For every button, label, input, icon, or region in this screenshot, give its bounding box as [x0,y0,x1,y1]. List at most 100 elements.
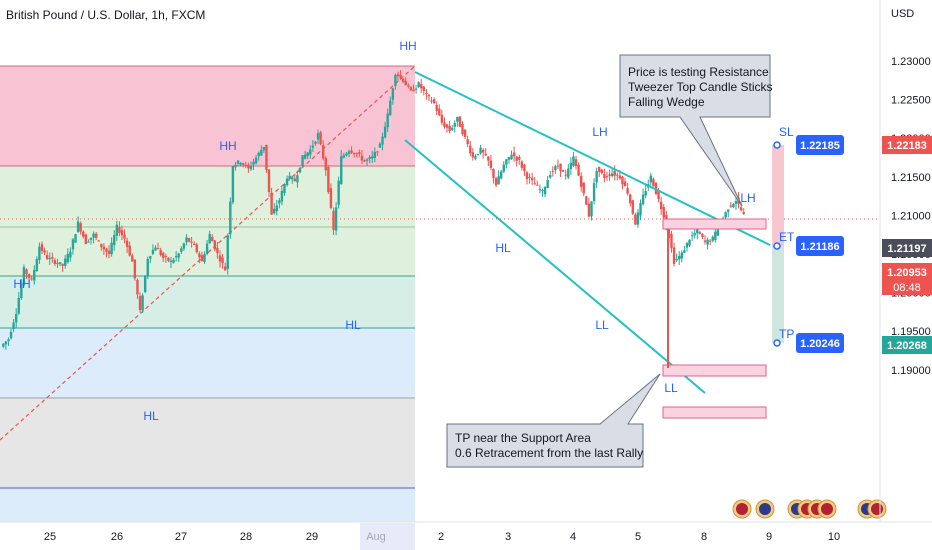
candle-body [293,178,297,182]
swing-label-hh_left: HH [13,277,30,291]
candle-body [639,203,642,216]
candle-body [476,154,480,156]
candle-body [156,248,160,250]
candle-body [56,263,59,265]
candle-body [120,230,124,236]
candle-body [582,182,585,194]
candle-body [53,260,57,264]
candle-body [4,341,8,345]
candle-body [306,152,309,157]
candle-body [92,233,95,238]
swing-label-hl_right: HL [345,318,361,332]
candle-body [136,279,139,295]
candle-body [17,298,20,314]
time-highlight [360,523,415,550]
candle-body [605,176,609,178]
candle-body [162,252,165,258]
candle-body [706,239,709,245]
swing-label-hh_top: HH [399,39,416,53]
candle-body [652,178,655,187]
candle-body [128,245,131,256]
candle-body [727,209,730,212]
candle-body [239,163,242,165]
callout-top-line: Tweezer Top Candle Sticks [628,80,773,94]
candle-body [590,201,593,217]
candle-body [270,192,273,215]
candle-body [275,205,278,212]
candle-body [463,129,467,138]
candle-body [257,152,260,157]
time-tick-label: 8 [701,531,707,543]
price-tag-sl [796,135,844,155]
candle-body [74,234,77,243]
candle-body [12,322,15,330]
candle-body [569,162,573,169]
candle-body [146,259,149,276]
candle-body [267,169,271,193]
candle-body [231,166,235,203]
candle-body [169,260,173,263]
candle-body [559,163,562,172]
candle-body [510,154,513,160]
candle-body [432,99,436,104]
swing-label-hl_left: HL [143,409,159,423]
candle-body [143,275,147,293]
candle-body [696,228,699,234]
candle-body [358,152,361,155]
candle-body [242,163,245,165]
candle-body [334,207,338,231]
candle-body [226,235,229,269]
candle-body [389,100,392,116]
candle-body [311,145,315,148]
candle-body [229,201,232,235]
candle-body [407,85,410,87]
candle-body [481,149,485,153]
candle-body [716,229,720,236]
candle-body [185,237,188,243]
candle-body [332,210,335,230]
candle-body [27,273,31,278]
candle-body [363,159,366,162]
candle-body [461,123,464,134]
candle-body [701,233,704,238]
candle-body [693,233,696,236]
trend-dashed-line [0,65,416,441]
event-flag-inner-icon [736,503,748,515]
candle-body [43,250,46,253]
candle-body [7,339,10,342]
candle-body [254,157,258,164]
candle-body [164,256,168,258]
time-tick-label: 10 [828,531,840,543]
candle-body [378,143,382,148]
candle-body [396,74,400,77]
candle-body [272,208,276,214]
candle-body [345,153,348,156]
candle-body [347,151,351,154]
candle-body [244,164,247,166]
candle-body [685,242,689,248]
candle-body [123,234,126,239]
candle-body [213,240,217,250]
time-tick-label: 3 [505,531,511,543]
candle-body [610,173,614,176]
event-flag-inner-icon [759,503,771,515]
callout-top-line: Price is testing Resistance [628,65,769,79]
axis-tag-right_last [882,239,932,257]
price-tick-label: 1.22500 [891,95,931,107]
swing-label-lh_right: LH [740,191,755,205]
candle-body [30,278,33,280]
candle-body [391,88,395,100]
candle-body [182,243,186,249]
candle-body [564,174,567,176]
candle-body [107,250,111,255]
candle-body [252,161,255,165]
candle-body [538,189,542,191]
candle-body [97,240,100,242]
candle-body [520,161,524,168]
candle-body [438,108,441,116]
candle-body [414,88,418,90]
candle-body [714,231,717,241]
candle-body [487,156,490,161]
candle-body [20,283,23,299]
